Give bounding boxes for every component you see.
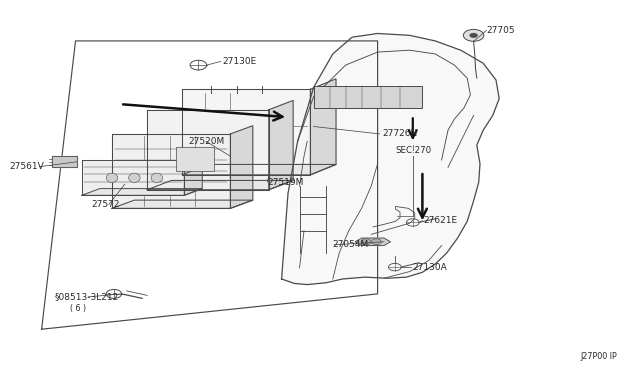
Polygon shape: [147, 110, 269, 190]
Text: 27621E: 27621E: [424, 216, 458, 225]
Bar: [176, 147, 214, 171]
Text: 27561V: 27561V: [9, 162, 44, 171]
Text: §08513-3L212: §08513-3L212: [54, 292, 118, 301]
Polygon shape: [355, 238, 390, 246]
Circle shape: [371, 239, 381, 245]
Polygon shape: [282, 33, 499, 285]
Polygon shape: [112, 134, 230, 208]
Polygon shape: [182, 89, 310, 175]
Text: J27P00 IP: J27P00 IP: [581, 352, 618, 361]
Ellipse shape: [129, 173, 140, 182]
Circle shape: [470, 33, 477, 38]
Circle shape: [361, 239, 371, 245]
Polygon shape: [52, 156, 77, 167]
Polygon shape: [182, 164, 336, 175]
Text: 27519M: 27519M: [268, 178, 304, 187]
Bar: [314, 86, 422, 108]
Text: 27520M: 27520M: [188, 137, 225, 146]
Polygon shape: [310, 79, 336, 175]
Text: 27572: 27572: [91, 200, 120, 209]
Polygon shape: [269, 100, 293, 190]
Text: SEC.270: SEC.270: [395, 146, 431, 155]
Circle shape: [463, 29, 484, 41]
Polygon shape: [82, 189, 202, 195]
Polygon shape: [147, 180, 293, 190]
Polygon shape: [230, 126, 253, 208]
Polygon shape: [184, 153, 202, 195]
Ellipse shape: [151, 173, 163, 182]
Text: 27705: 27705: [486, 26, 515, 35]
Text: 27130A: 27130A: [412, 263, 447, 272]
Polygon shape: [82, 160, 184, 195]
Text: 27054M: 27054M: [333, 240, 369, 249]
Ellipse shape: [106, 173, 118, 182]
Text: ( 6 ): ( 6 ): [70, 304, 86, 312]
Text: 27130E: 27130E: [223, 57, 257, 66]
Polygon shape: [112, 200, 253, 208]
Text: 27726N: 27726N: [382, 129, 417, 138]
